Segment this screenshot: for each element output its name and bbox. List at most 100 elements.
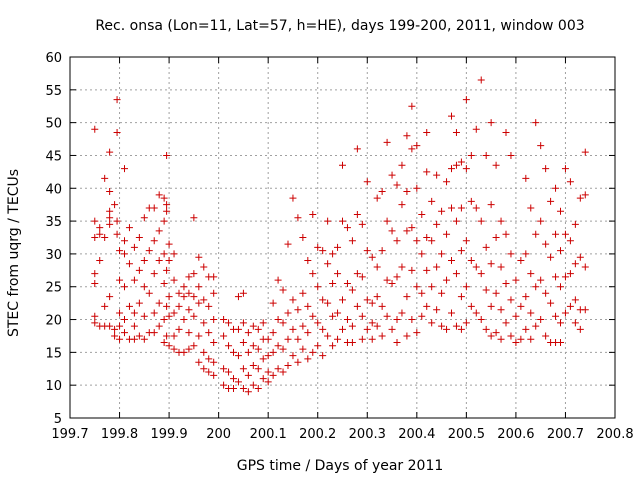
data-point	[482, 325, 490, 333]
data-point	[185, 345, 193, 353]
x-tick-label: 200.7	[547, 427, 584, 442]
data-point	[116, 276, 124, 284]
data-point	[571, 296, 579, 304]
data-point	[502, 279, 510, 287]
data-point	[121, 329, 128, 337]
data-point	[299, 322, 307, 330]
data-point	[111, 201, 119, 209]
data-point	[106, 207, 114, 215]
x-tick-label: 199.8	[101, 427, 138, 442]
data-point	[225, 319, 233, 327]
data-point	[125, 302, 133, 310]
data-point	[423, 266, 431, 274]
data-point	[113, 230, 121, 238]
data-point	[542, 289, 550, 297]
data-point	[492, 161, 500, 169]
data-point	[254, 325, 262, 333]
data-point	[393, 316, 401, 324]
data-point	[398, 309, 406, 317]
data-point	[438, 322, 446, 330]
data-point	[329, 279, 337, 287]
data-point	[163, 302, 171, 310]
data-point	[353, 211, 361, 219]
data-point	[547, 253, 555, 261]
data-point	[324, 332, 332, 340]
data-point	[462, 165, 470, 173]
data-point	[113, 217, 121, 225]
data-point	[140, 256, 148, 264]
data-point	[274, 276, 282, 284]
data-point	[433, 220, 441, 228]
data-point	[135, 234, 143, 241]
data-point	[96, 230, 104, 238]
data-point	[408, 102, 416, 110]
data-point	[452, 161, 460, 169]
data-point	[111, 325, 119, 333]
data-point	[388, 227, 396, 235]
data-point	[319, 352, 327, 360]
data-point	[552, 273, 560, 281]
data-point	[309, 312, 317, 320]
data-point	[566, 302, 574, 310]
data-point	[537, 316, 545, 324]
data-point	[561, 309, 569, 317]
data-point	[130, 276, 138, 284]
data-point	[140, 312, 148, 320]
data-point	[160, 194, 168, 202]
data-point	[200, 319, 208, 327]
data-point	[482, 151, 490, 159]
data-point	[91, 319, 99, 327]
data-point	[113, 128, 121, 136]
data-point	[165, 342, 173, 350]
data-point	[373, 322, 381, 330]
data-point	[314, 342, 322, 350]
data-point	[408, 316, 416, 324]
data-point	[210, 273, 218, 281]
data-point	[537, 142, 545, 150]
data-point	[116, 309, 124, 317]
x-tick-label: 200.1	[250, 427, 287, 442]
data-point	[423, 302, 431, 310]
data-point	[363, 296, 371, 304]
data-point	[477, 76, 485, 84]
data-point	[547, 197, 555, 205]
data-point	[368, 253, 376, 261]
data-point	[472, 204, 480, 212]
data-point	[254, 365, 262, 373]
data-point	[91, 217, 99, 225]
data-point	[452, 270, 460, 278]
data-point	[462, 237, 470, 245]
data-point	[413, 184, 421, 192]
data-point	[299, 345, 307, 353]
data-point	[502, 319, 510, 327]
data-point	[185, 329, 193, 337]
data-point	[532, 322, 540, 330]
data-point	[462, 96, 470, 104]
data-point	[413, 283, 421, 291]
data-point	[532, 283, 540, 291]
data-point	[368, 299, 376, 307]
data-point	[428, 237, 436, 245]
data-point	[462, 319, 470, 327]
data-point	[467, 197, 475, 205]
data-point	[408, 145, 416, 153]
data-point	[403, 332, 411, 340]
data-point	[457, 293, 465, 301]
data-point	[373, 194, 381, 202]
data-point	[269, 329, 277, 337]
y-tick-labels: 5 10 15 20 25 30 35 40 45 50 55 60	[45, 51, 62, 427]
data-point	[190, 270, 198, 278]
data-point	[368, 319, 376, 327]
data-point	[135, 299, 143, 307]
data-point	[299, 289, 307, 297]
data-point	[343, 316, 351, 324]
data-point	[163, 207, 171, 215]
data-point	[259, 355, 267, 363]
data-point	[106, 188, 114, 196]
data-point	[190, 214, 198, 222]
data-point	[239, 384, 247, 392]
data-point	[239, 289, 247, 297]
data-point	[234, 293, 242, 301]
data-point	[438, 250, 446, 258]
data-point	[304, 302, 312, 310]
